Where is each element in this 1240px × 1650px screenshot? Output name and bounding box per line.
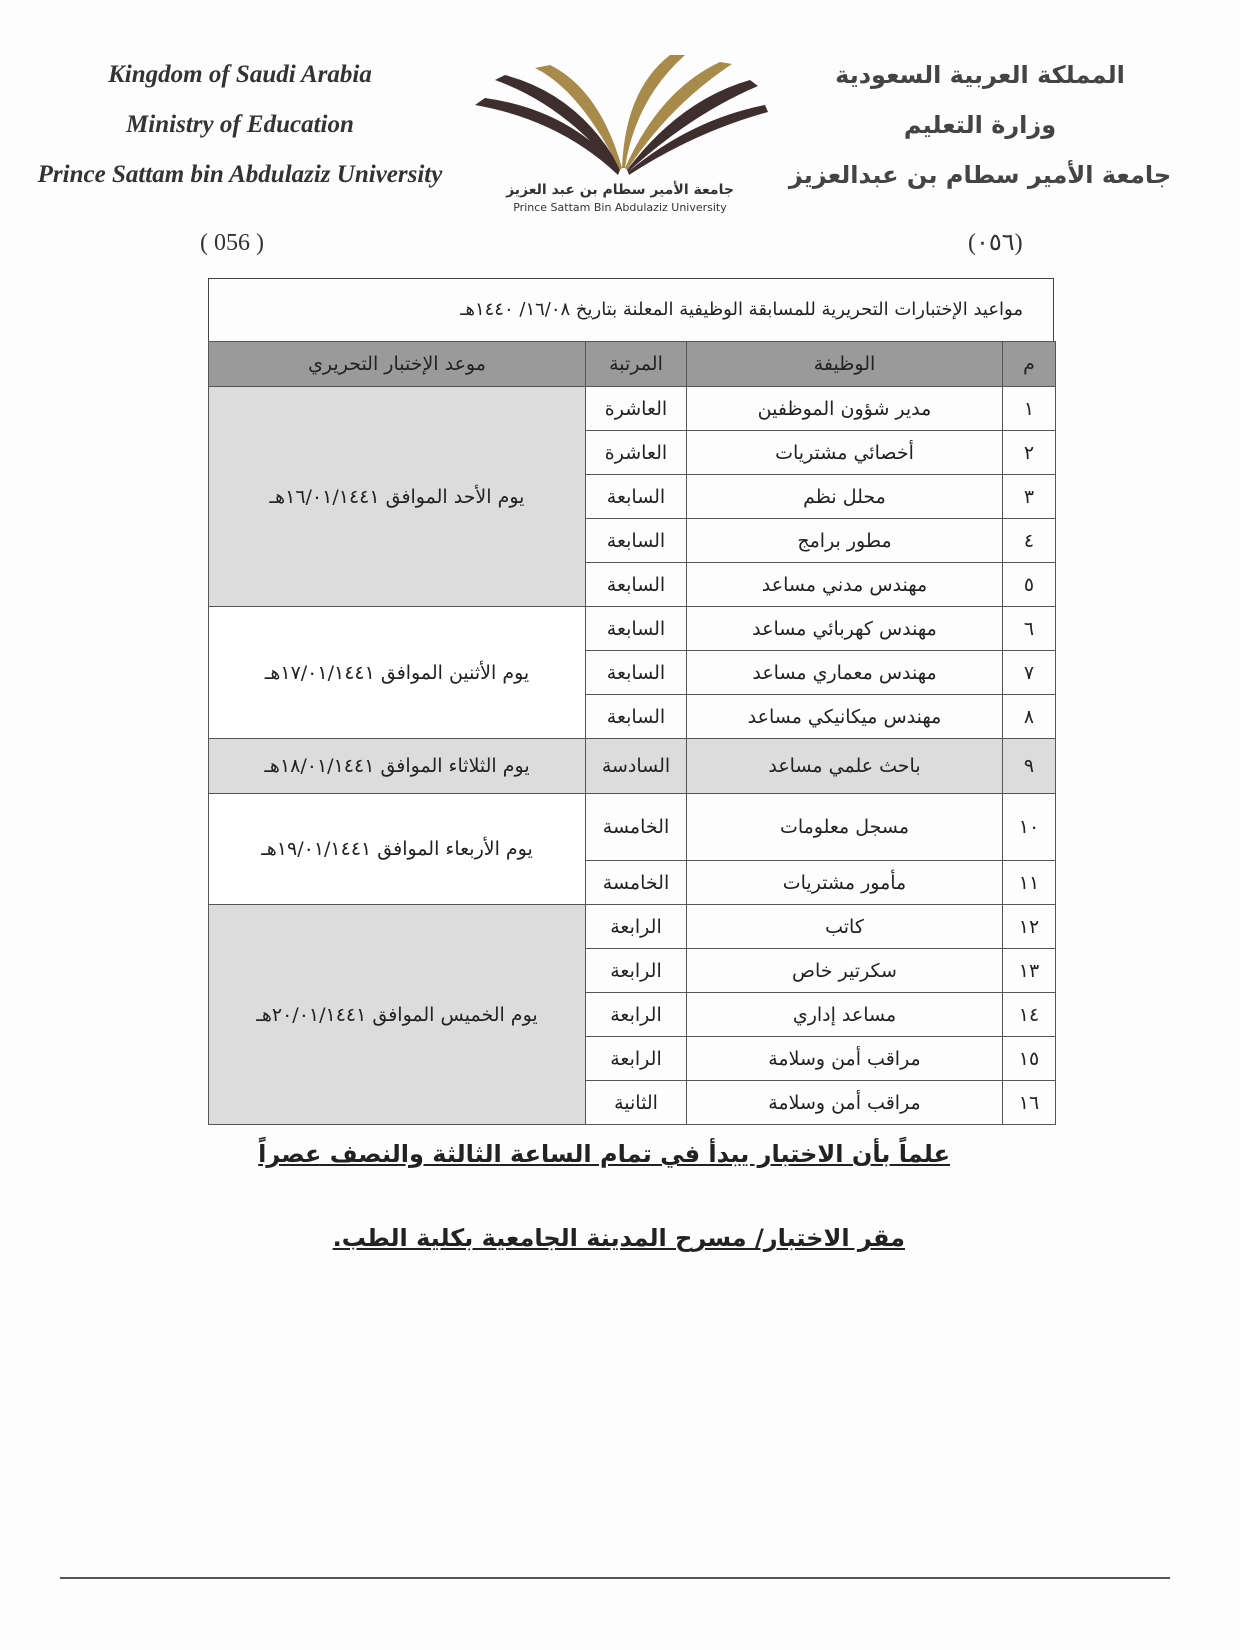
- job-rank: السابعة: [585, 694, 687, 739]
- table-header: م الوظيفة المرتبة موعد الإختبار التحريري: [208, 341, 1056, 387]
- job-rank: الرابعة: [585, 904, 687, 949]
- exam-schedule: مواعيد الإختبارات التحريرية للمسابقة الو…: [208, 278, 1056, 1125]
- job-title: مدير شؤون الموظفين: [686, 386, 1003, 431]
- row-number: ١٣: [1002, 948, 1056, 993]
- exam-date: يوم الأربعاء الموافق ١٩/٠١/١٤٤١هـ: [208, 793, 586, 905]
- row-number: ١١: [1002, 860, 1056, 905]
- row-number: ١٢: [1002, 904, 1056, 949]
- job-rank: السابعة: [585, 518, 687, 563]
- table-row: ١٣ سكرتير خاص الرابعة: [209, 948, 1056, 993]
- job-rank: الثانية: [585, 1080, 687, 1125]
- row-number: ٧: [1002, 650, 1056, 695]
- exam-date: يوم الخميس الموافق ٢٠/٠١/١٤٤١هـ: [208, 904, 586, 1125]
- row-number: ٦: [1002, 606, 1056, 651]
- table-row: ٧ مهندس معماري مساعد السابعة: [209, 650, 1056, 695]
- table-row: ١٤ مساعد إداري الرابعة: [209, 992, 1056, 1037]
- exam-location-note: مقر الاختبار/ مسرح المدينة الجامعية بكلي…: [332, 1224, 905, 1252]
- schedule-table: م الوظيفة المرتبة موعد الإختبار التحريري…: [208, 341, 1056, 1125]
- document-number-en: ( 056 ): [200, 230, 264, 256]
- row-number: ٩: [1002, 738, 1056, 794]
- job-rank: العاشرة: [585, 430, 687, 475]
- row-number: ١٦: [1002, 1080, 1056, 1125]
- job-rank: السابعة: [585, 606, 687, 651]
- job-title: مسجل معلومات: [686, 793, 1003, 861]
- table-row: ١٦ مراقب أمن وسلامة الثانية: [209, 1080, 1056, 1125]
- row-number: ٥: [1002, 562, 1056, 607]
- col-number: م: [1002, 341, 1056, 387]
- university-logo: جامعة الأمير سطام بن عبد العزيز Prince S…: [470, 50, 770, 216]
- job-title: سكرتير خاص: [686, 948, 1003, 993]
- job-rank: العاشرة: [585, 386, 687, 431]
- job-title: أخصائي مشتريات: [686, 430, 1003, 475]
- exam-date: يوم الأحد الموافق ١٦/٠١/١٤٤١هـ: [208, 386, 586, 607]
- job-title: مهندس كهربائي مساعد: [686, 606, 1003, 651]
- job-rank: الرابعة: [585, 992, 687, 1037]
- kingdom-name-en: Kingdom of Saudi Arabia: [108, 61, 372, 88]
- job-rank: السابعة: [585, 474, 687, 519]
- arabic-letterhead: المملكة العربية السعودية وزارة التعليم ج…: [780, 50, 1180, 200]
- job-title: مهندس مدني مساعد: [686, 562, 1003, 607]
- job-rank: السادسة: [585, 738, 687, 794]
- exam-time-note: علماً بأن الاختبار يبدأ في تمام الساعة ا…: [258, 1140, 950, 1168]
- document-number-ar: (٠٥٦): [968, 230, 1023, 256]
- row-number: ١٥: [1002, 1036, 1056, 1081]
- job-rank: السابعة: [585, 562, 687, 607]
- row-number: ٢: [1002, 430, 1056, 475]
- logo-text-ar: جامعة الأمير سطام بن عبد العزيز: [506, 182, 734, 198]
- row-number: ١: [1002, 386, 1056, 431]
- english-letterhead: Kingdom of Saudi Arabia Ministry of Educ…: [30, 50, 450, 200]
- job-title: مراقب أمن وسلامة: [686, 1080, 1003, 1125]
- row-number: ٣: [1002, 474, 1056, 519]
- logo-emblem-icon: [475, 55, 768, 175]
- job-title: مهندس معماري مساعد: [686, 650, 1003, 695]
- col-job: الوظيفة: [686, 341, 1003, 387]
- logo-text-en: Prince Sattam Bin Abdulaziz University: [513, 201, 727, 214]
- table-row: ٢ أخصائي مشتريات العاشرة: [209, 430, 1056, 475]
- job-title: مأمور مشتريات: [686, 860, 1003, 905]
- ministry-name-en: Ministry of Education: [126, 111, 354, 138]
- schedule-title: مواعيد الإختبارات التحريرية للمسابقة الو…: [208, 278, 1054, 341]
- table-row: ١٢ كاتب الرابعة يوم الخميس الموافق ٢٠/٠١/١٤…: [208, 904, 1056, 1125]
- job-title: مطور برامج: [686, 518, 1003, 563]
- table-row: ١١ مأمور مشتريات الخامسة: [209, 860, 1056, 905]
- table-row: ١٥ مراقب أمن وسلامة الرابعة: [209, 1036, 1056, 1081]
- job-title: مراقب أمن وسلامة: [686, 1036, 1003, 1081]
- row-number: ٨: [1002, 694, 1056, 739]
- footer-divider: [60, 1577, 1170, 1579]
- job-rank: الخامسة: [585, 860, 687, 905]
- job-title: مهندس ميكانيكي مساعد: [686, 694, 1003, 739]
- table-row: ٣ محلل نظم السابعة: [209, 474, 1056, 519]
- row-number: ١٠: [1002, 793, 1056, 861]
- exam-date: يوم الأثنين الموافق ١٧/٠١/١٤٤١هـ: [208, 606, 586, 739]
- ministry-name-ar: وزارة التعليم: [903, 111, 1057, 139]
- row-number: ١٤: [1002, 992, 1056, 1037]
- kingdom-name-ar: المملكة العربية السعودية: [835, 61, 1125, 89]
- job-title: باحث علمي مساعد: [686, 738, 1003, 794]
- table-row: ٦ مهندس كهربائي مساعد السابعة يوم الأثنين ا…: [208, 606, 1056, 739]
- col-exam-date: موعد الإختبار التحريري: [208, 341, 586, 387]
- university-name-en: Prince Sattam bin Abdulaziz University: [37, 161, 443, 188]
- job-title: محلل نظم: [686, 474, 1003, 519]
- university-name-ar: جامعة الأمير سطام بن عبدالعزيز: [788, 161, 1172, 189]
- row-number: ٤: [1002, 518, 1056, 563]
- job-rank: السابعة: [585, 650, 687, 695]
- col-rank: المرتبة: [585, 341, 687, 387]
- job-title: مساعد إداري: [686, 992, 1003, 1037]
- table-row: ٥ مهندس مدني مساعد السابعة: [209, 562, 1056, 607]
- job-rank: الرابعة: [585, 948, 687, 993]
- exam-date: يوم الثلاثاء الموافق ١٨/٠١/١٤٤١هـ: [208, 738, 586, 794]
- job-rank: الرابعة: [585, 1036, 687, 1081]
- job-rank: الخامسة: [585, 793, 687, 861]
- job-title: كاتب: [686, 904, 1003, 949]
- table-row: ٩ باحث علمي مساعد السادسة يوم الثلاثاء المو…: [208, 738, 1056, 794]
- table-row: ١٠ مسجل معلومات الخامسة يوم الأربعاء المواف…: [208, 793, 1056, 905]
- table-row: ١ مدير شؤون الموظفين العاشرة يوم الأحد المو…: [208, 386, 1056, 607]
